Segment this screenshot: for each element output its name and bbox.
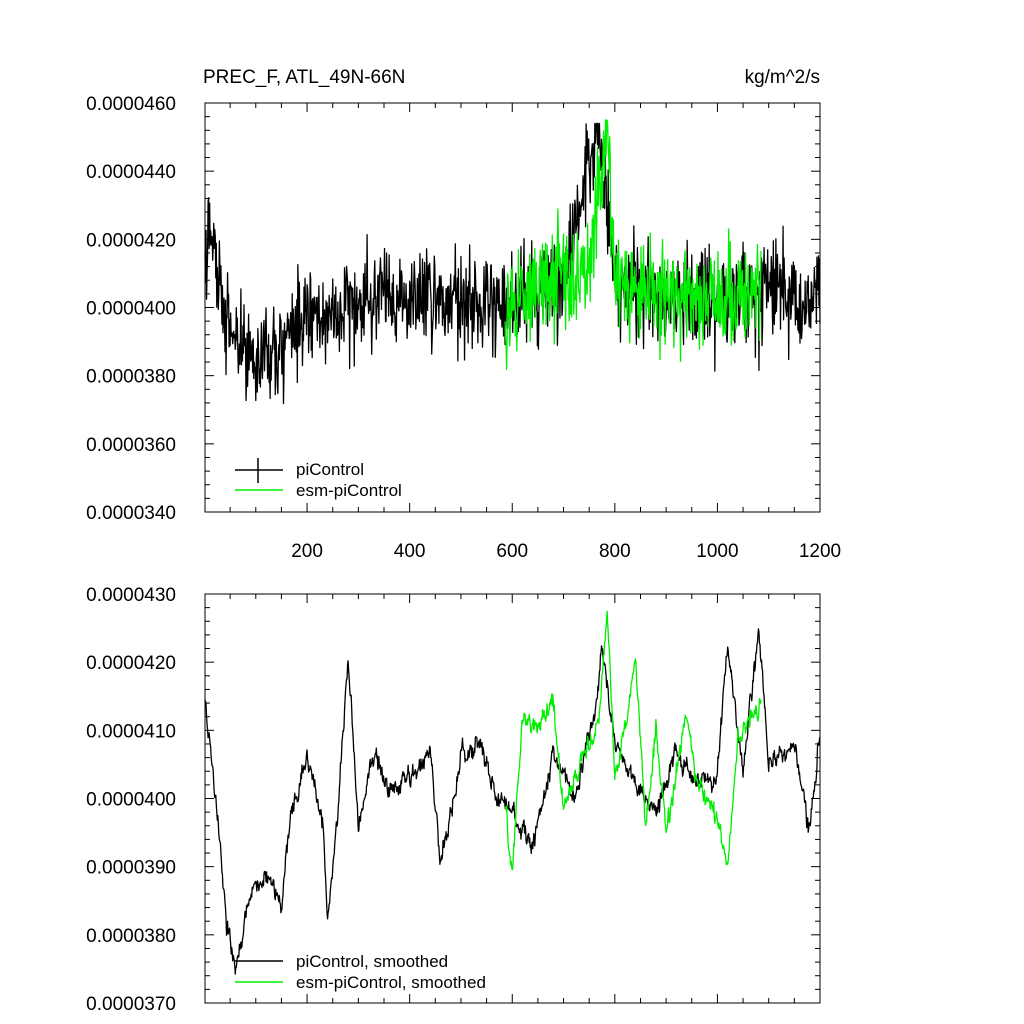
units-label: kg/m^2/s	[745, 67, 820, 88]
top-y-tick-labels: 0.0000340 0.0000360 0.0000380 0.0000400 0.00…	[86, 94, 176, 524]
y-tick-label: 0.0000440	[86, 162, 176, 183]
legend-label-esm-picontrol-smoothed: esm-piControl, smoothed	[296, 973, 486, 992]
series-line-esm-picontrol	[504, 119, 762, 370]
top-legend: piControl esm-piControl	[235, 458, 402, 500]
bottom-ticks	[205, 593, 821, 1004]
legend-label-picontrol: piControl	[296, 460, 364, 479]
y-tick-label: 0.0000420	[86, 653, 176, 674]
series-line-picontrol	[204, 122, 821, 405]
x-tick-label: 1000	[696, 541, 738, 562]
bottom-panel: 0.0000370 0.0000380 0.0000390 0.0000400 0.00…	[86, 585, 821, 1015]
series-line-esm-picontrol-smoothed	[504, 610, 762, 871]
y-tick-label: 0.0000460	[86, 94, 176, 115]
x-tick-label: 1200	[799, 541, 841, 562]
y-tick-label: 0.0000430	[86, 585, 176, 606]
x-tick-label: 600	[496, 541, 528, 562]
y-tick-label: 0.0000390	[86, 858, 176, 879]
y-tick-label: 0.0000360	[86, 435, 176, 456]
series-line-picontrol-smoothed	[204, 628, 821, 975]
y-tick-label: 0.0000380	[86, 367, 176, 388]
legend-label-picontrol-smoothed: piControl, smoothed	[296, 952, 448, 971]
chart-title: PREC_F, ATL_49N-66N	[203, 67, 405, 88]
x-tick-label: 800	[599, 541, 631, 562]
y-tick-label: 0.0000400	[86, 299, 176, 320]
x-tick-label: 400	[394, 541, 426, 562]
top-ticks	[205, 102, 821, 513]
legend-label-esm-picontrol: esm-piControl	[296, 481, 402, 500]
bottom-series-group	[204, 610, 821, 975]
top-x-tick-labels: 200 400 600 800 1000 1200	[291, 541, 841, 562]
y-tick-label: 0.0000370	[86, 994, 176, 1015]
y-tick-label: 0.0000340	[86, 503, 176, 524]
x-tick-label: 200	[291, 541, 323, 562]
top-panel: 0.0000340 0.0000360 0.0000380 0.0000400 0.00…	[86, 94, 841, 562]
y-tick-label: 0.0000410	[86, 721, 176, 742]
y-tick-label: 0.0000400	[86, 790, 176, 811]
y-tick-label: 0.0000420	[86, 230, 176, 251]
bottom-y-tick-labels: 0.0000370 0.0000380 0.0000390 0.0000400 0.00…	[86, 585, 176, 1015]
top-series-group	[204, 119, 821, 405]
bottom-legend: piControl, smoothed esm-piControl, smoot…	[235, 952, 486, 992]
y-tick-label: 0.0000380	[86, 926, 176, 947]
